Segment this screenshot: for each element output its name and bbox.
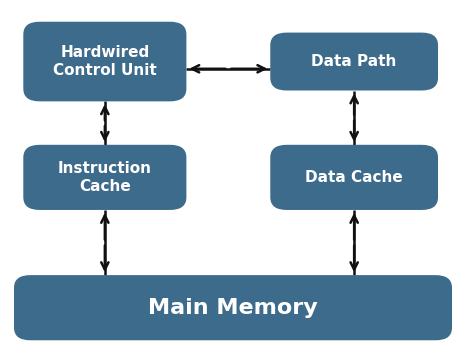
FancyBboxPatch shape xyxy=(14,275,452,340)
Text: Main Memory: Main Memory xyxy=(148,298,318,318)
Text: Data Path: Data Path xyxy=(311,54,397,69)
Text: Instruction
Cache: Instruction Cache xyxy=(58,161,152,194)
Text: Data Cache: Data Cache xyxy=(305,170,403,185)
Text: Hardwired
Control Unit: Hardwired Control Unit xyxy=(53,45,157,78)
FancyBboxPatch shape xyxy=(23,22,186,101)
FancyBboxPatch shape xyxy=(23,145,186,210)
FancyBboxPatch shape xyxy=(270,145,438,210)
FancyBboxPatch shape xyxy=(270,33,438,90)
